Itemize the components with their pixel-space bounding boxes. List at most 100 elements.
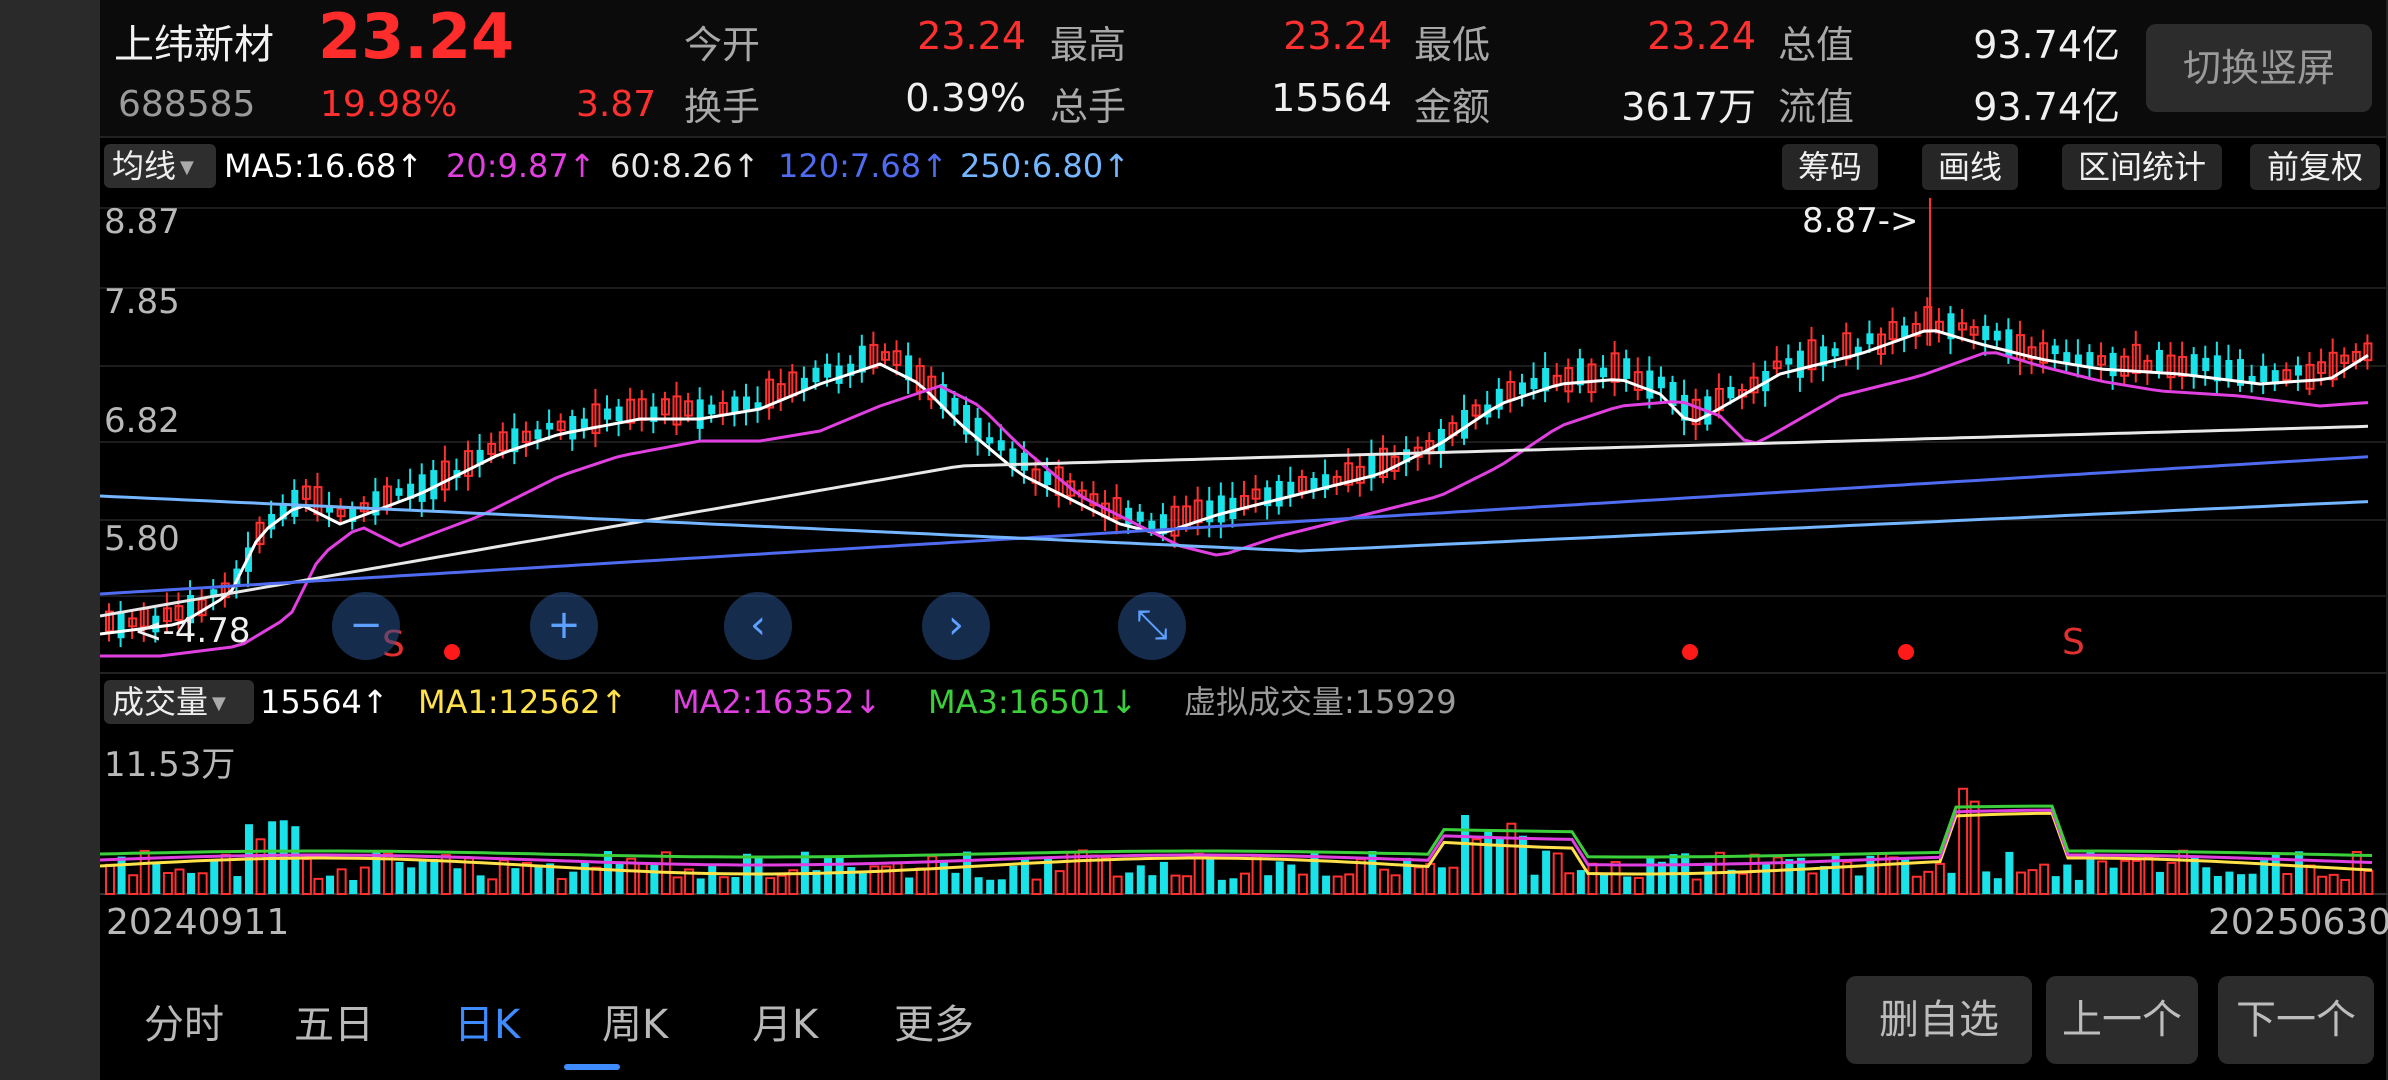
volume-chart[interactable]: 11.53万 — [100, 732, 2388, 896]
candle-up — [521, 430, 531, 443]
volume-bar — [2340, 878, 2351, 895]
y-tick: 7.85 — [104, 282, 180, 322]
candle-up — [2317, 361, 2327, 374]
candle-down — [2260, 365, 2268, 382]
tab-monthly-k[interactable]: 月K — [752, 1002, 819, 1048]
candle-down — [2248, 375, 2256, 383]
candle-up — [672, 395, 682, 426]
candle-up — [162, 607, 172, 623]
candle-down — [2294, 365, 2302, 376]
volume-bar — [1901, 858, 1910, 894]
candle-down — [407, 483, 415, 499]
volume-bar — [2051, 876, 2060, 894]
volume-bar — [1958, 787, 1969, 895]
volume-bar — [1623, 876, 1632, 894]
volume-bar — [754, 857, 763, 894]
candle-down — [1125, 507, 1133, 525]
candle-up — [1471, 404, 1481, 417]
candle-up — [626, 398, 636, 424]
scroll-left-button[interactable]: ‹ — [724, 592, 792, 660]
scroll-right-button[interactable]: › — [922, 592, 990, 660]
volume-bar — [1704, 862, 1713, 894]
volume-bar — [2328, 873, 2339, 895]
candle-up — [2027, 346, 2037, 360]
zoom-out-button[interactable]: − — [332, 592, 400, 660]
left-edge-bar — [0, 0, 100, 1080]
candle-down — [1785, 358, 1793, 365]
candle-up — [1807, 339, 1817, 371]
volume-bar — [1471, 838, 1482, 896]
tab-weekly-k[interactable]: 周K — [602, 1002, 669, 1048]
stock-name: 上纬新材 — [114, 22, 274, 68]
draw-line-button[interactable]: 画线 — [1922, 144, 2018, 190]
volume-bar — [718, 876, 729, 895]
stat-value: 23.24 — [1647, 14, 1756, 58]
volume-bar — [105, 863, 115, 896]
candle-up — [1587, 363, 1597, 394]
volume-bar — [511, 868, 520, 894]
candle-down — [511, 428, 519, 453]
volume-bar — [2282, 872, 2293, 896]
volume-bar — [2086, 852, 2095, 894]
candle-up — [1969, 326, 1979, 336]
candlestick-chart[interactable]: 8.87 7.85 6.82 5.80 8.87-> <-4.78 S S — [100, 196, 2388, 674]
switch-portrait-button[interactable]: 切换竖屏 — [2146, 24, 2372, 112]
volume-bar — [1136, 865, 1145, 894]
volume-bar — [1009, 865, 1018, 894]
candle-down — [1727, 386, 1735, 399]
volume-bar — [546, 863, 555, 894]
max-price-label: 8.87-> — [1802, 201, 1918, 241]
volume-bar — [2202, 867, 2211, 894]
tab-daily-k[interactable]: 日K — [454, 1002, 521, 1048]
candles — [105, 198, 2373, 648]
volume-bar — [591, 866, 602, 896]
volume-bar — [382, 852, 393, 895]
volume-bar — [372, 852, 381, 894]
candle-down — [534, 429, 542, 440]
remove-watchlist-button[interactable]: 删自选 — [1846, 976, 2032, 1064]
volume-bar — [1911, 875, 1922, 895]
candle-up — [498, 431, 508, 452]
previous-stock-button[interactable]: 上一个 — [2046, 976, 2198, 1064]
volume-bar — [1344, 873, 1355, 896]
tab-more[interactable]: 更多 — [894, 1002, 974, 1048]
candle-up — [174, 605, 184, 622]
volume-bar — [997, 879, 1006, 894]
volume-bar — [650, 864, 659, 894]
volume-bar — [1542, 850, 1551, 894]
volume-bar — [835, 857, 844, 894]
volume-bar — [407, 867, 416, 894]
zoom-in-button[interactable]: + — [530, 592, 598, 660]
candle-down — [291, 489, 299, 517]
volume-bar — [696, 878, 705, 894]
candle-down — [430, 470, 438, 500]
volume-dropdown[interactable]: 成交量 ▼ — [104, 680, 254, 724]
tab-five-day[interactable]: 五日 — [294, 1002, 374, 1048]
vol-ma1-value: MA1:12562↑ — [418, 683, 628, 721]
forward-adjust-button[interactable]: 前复权 — [2250, 144, 2380, 190]
volume-bar — [1206, 858, 1215, 894]
candle-down — [1530, 377, 1538, 390]
candle-down — [2225, 359, 2233, 380]
volume-bar — [1820, 866, 1829, 894]
volume-bar — [1125, 872, 1134, 894]
candle-up — [2097, 355, 2107, 366]
ma-dropdown[interactable]: 均线 ▼ — [104, 144, 216, 188]
candle-down — [1310, 478, 1318, 491]
candle-down — [268, 514, 276, 530]
candle-up — [2282, 369, 2292, 381]
candle-up — [1610, 352, 1620, 383]
candle-up — [1251, 488, 1261, 500]
tab-intraday[interactable]: 分时 — [144, 1002, 224, 1048]
volume-bar — [2005, 851, 2014, 894]
reset-zoom-button[interactable]: ⤡ — [1118, 592, 1186, 660]
range-stats-button[interactable]: 区间统计 — [2062, 144, 2222, 190]
candle-down — [2005, 329, 2013, 356]
volume-bar — [359, 866, 370, 896]
volume-bar — [440, 854, 451, 895]
chip-button[interactable]: 筹码 — [1782, 144, 1878, 190]
volume-bar — [2039, 863, 2050, 895]
candle-down — [1368, 454, 1376, 479]
volume-bar — [580, 861, 589, 894]
next-stock-button[interactable]: 下一个 — [2218, 976, 2374, 1064]
